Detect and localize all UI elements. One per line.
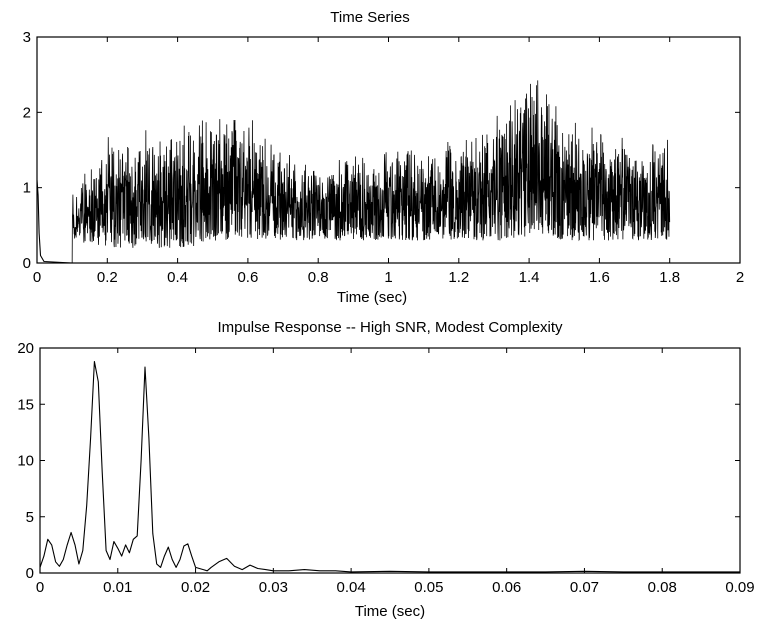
impulse-response-title: Impulse Response -- High SNR, Modest Com… — [217, 319, 563, 336]
time-series-panel: Time Series 0 0.2 0.4 0.6 0.8 1 1.2 1.4 1.6 1.8 20… — [23, 9, 745, 306]
impulse-response-y-tick-label: 0 — [26, 565, 34, 582]
impulse-response-x-tick-label: 0.03 — [259, 579, 288, 596]
impulse-response-x-tick-label: 0.08 — [648, 579, 677, 596]
impulse-response-x-tick-label: 0 — [36, 579, 44, 596]
time-series-y-tick-label: 0 — [23, 255, 31, 272]
time-series-x-tick-label: 1 — [384, 269, 392, 286]
impulse-response-x-tick-label: 0.01 — [103, 579, 132, 596]
impulse-response-panel: Impulse Response -- High SNR, Modest Com… — [17, 319, 754, 620]
time-series-x-tick-label: 1.8 — [659, 269, 680, 286]
time-series-y-tick-label: 2 — [23, 104, 31, 121]
time-series-x-tick-label: 1.6 — [589, 269, 610, 286]
time-series-onset-line — [36, 180, 73, 264]
time-series-x-tick-label: 1.4 — [519, 269, 540, 286]
time-series-y-tick-label: 1 — [23, 180, 31, 197]
impulse-response-x-tick-label: 0.04 — [337, 579, 366, 596]
time-series-x-tick-label: 0 — [33, 269, 41, 286]
time-series-x-axis-label: Time (sec) — [337, 289, 407, 306]
impulse-response-x-tick-label: 0.09 — [725, 579, 754, 596]
time-series-signal-line — [71, 80, 671, 264]
impulse-response-plot-area: 0 0.01 0.02 0.03 0.04 0.05 0.06 0.07 0.08 0.09 0 5 1… — [17, 340, 754, 596]
time-series-y-tick-label: 3 — [23, 29, 31, 46]
time-series-x-tick-label: 2 — [736, 269, 744, 286]
time-series-x-tick-label: 0.8 — [308, 269, 329, 286]
impulse-response-x-tick-label: 0.02 — [181, 579, 210, 596]
time-series-title: Time Series — [330, 9, 409, 26]
impulse-response-x-axis-label: Time (sec) — [355, 603, 425, 620]
impulse-response-line — [39, 360, 740, 573]
impulse-response-y-tick-label: 15 — [17, 396, 34, 413]
impulse-response-x-tick-label: 0.06 — [492, 579, 521, 596]
time-series-plot-area: 0 0.2 0.4 0.6 0.8 1 1.2 1.4 1.6 1.8 2 0 1 2 3 — [23, 29, 745, 286]
time-series-x-tick-label: 0.2 — [97, 269, 118, 286]
time-series-x-tick-label: 1.2 — [448, 269, 469, 286]
impulse-response-x-tick-label: 0.07 — [570, 579, 599, 596]
impulse-response-axes-frame — [39, 347, 741, 574]
impulse-response-y-tick-label: 5 — [26, 509, 34, 526]
time-series-x-tick-label: 0.4 — [167, 269, 188, 286]
impulse-response-y-tick-label: 10 — [17, 453, 34, 470]
impulse-response-x-tick-label: 0.05 — [414, 579, 443, 596]
time-series-x-tick-label: 0.6 — [237, 269, 258, 286]
impulse-response-y-tick-label: 20 — [17, 340, 34, 357]
